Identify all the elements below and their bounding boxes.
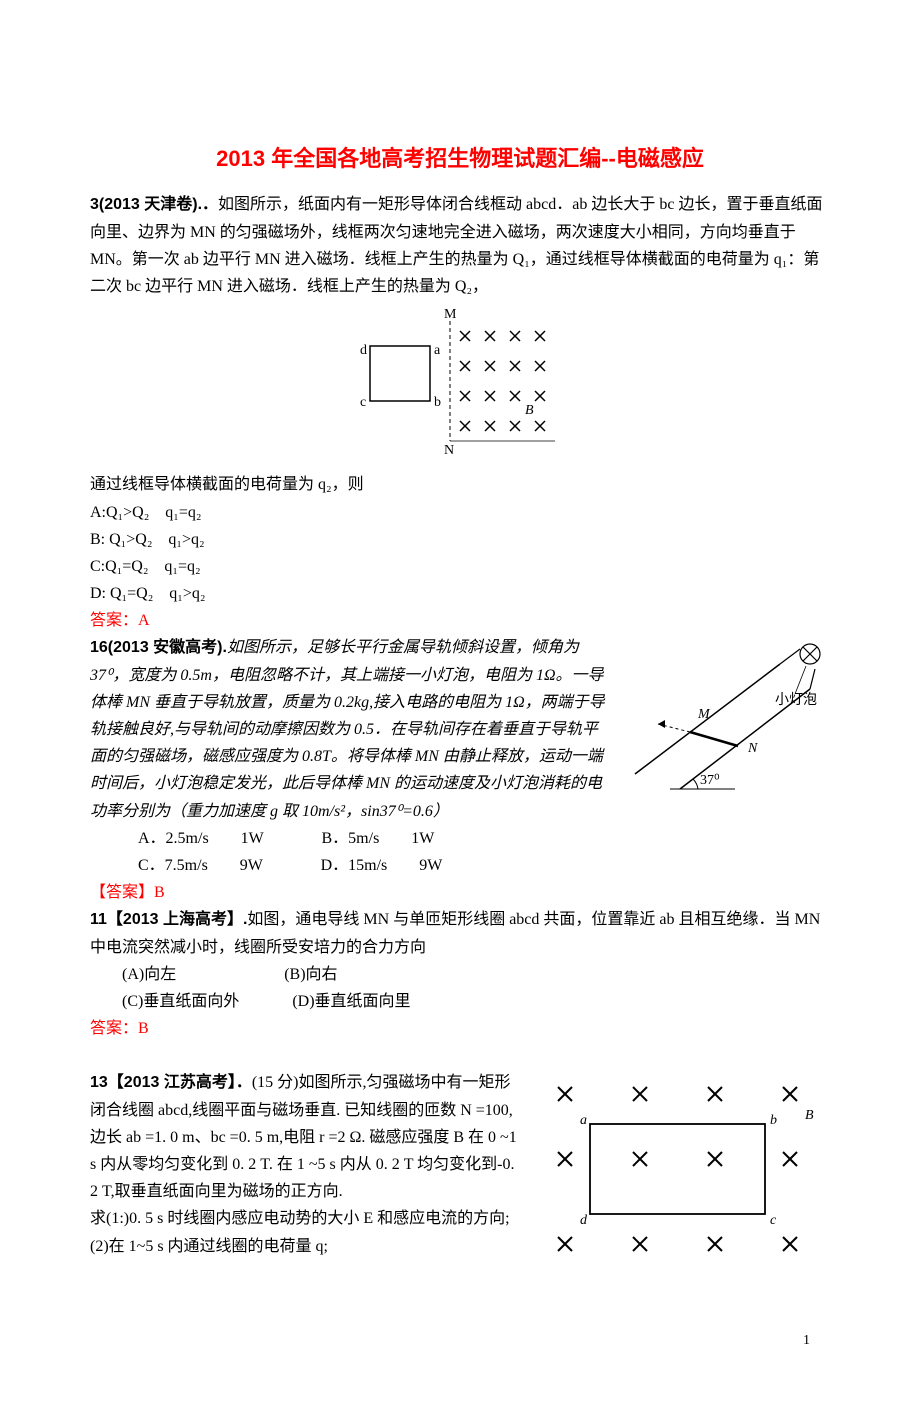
page-number: 1 (90, 1329, 830, 1353)
label-b: b (770, 1113, 777, 1128)
q11-answer: 答案：B (90, 1015, 830, 1042)
label-a: a (434, 343, 441, 358)
label-c: c (360, 395, 366, 410)
q16-optC: C．7.5m/s 9W (138, 857, 263, 874)
q3-answer: 答案：A (90, 607, 830, 634)
q3-optA: A:Q₁>Q₂ q₁=q₂ (90, 499, 830, 526)
q11-optB: (B)向右 (284, 966, 337, 983)
q3-optD: D: Q₁=Q₂ q₁>q₂ (90, 580, 830, 607)
q11-label: 11【2013 上海高考】. (90, 911, 247, 928)
page-title: 2013 年全国各地高考招生物理试题汇编--电磁感应 (90, 140, 830, 177)
label-b: b (434, 395, 441, 410)
question-3: 3(2013 天津卷).．如图所示，纸面内有一矩形导体闭合线框动 abcd．ab… (90, 191, 830, 634)
question-16: M N 37⁰ 小灯泡 16(2013 安徽高考).如图所示，足够长平行 (90, 634, 830, 906)
label-B: B (805, 1108, 814, 1123)
label-M: M (697, 707, 711, 722)
label-N: N (747, 741, 758, 756)
q16-optA: A．2.5m/s 1W (138, 830, 264, 847)
label-d: d (360, 343, 367, 358)
q13-label: 13【2013 江苏高考】． (90, 1074, 252, 1091)
q16-diagram: M N 37⁰ 小灯泡 (620, 634, 830, 808)
label-d: d (580, 1213, 588, 1228)
label-a: a (580, 1113, 587, 1128)
bulb-label: 小灯泡 (775, 692, 817, 708)
field-crosses (558, 1087, 797, 1251)
q11-optD: (D)垂直纸面向里 (292, 993, 410, 1010)
q11-optC: (C)垂直纸面向外 (122, 993, 239, 1010)
q3-text2: 通过线框导体横截面的电荷量为 q₂，则 (90, 471, 830, 498)
label-M: M (444, 307, 457, 322)
q16-text: 如图所示，足够长平行金属导轨倾斜设置，倾角为 37⁰，宽度为 0.5m，电阻忽略… (90, 639, 605, 819)
question-13: a b c d B 13【2013 江苏高考】．(15 分)如图所示,匀强磁场中… (90, 1069, 830, 1278)
q16-optB: B．5m/s 1W (322, 830, 435, 847)
label-angle: 37⁰ (700, 773, 720, 788)
label-c: c (770, 1213, 777, 1228)
q3-optC: C:Q₁=Q₂ q₁=q₂ (90, 553, 830, 580)
label-N: N (444, 443, 454, 456)
question-11: 11【2013 上海高考】.如图，通电导线 MN 与单匝矩形线圈 abcd 共面… (90, 906, 830, 1042)
q3-label: 3(2013 天津卷).． (90, 196, 218, 213)
q11-optA: (A)向左 (122, 966, 176, 983)
q3-optB: B: Q₁>Q₂ q₁>q₂ (90, 526, 830, 553)
q13-text1: (15 分)如图所示,匀强磁场中有一矩形闭合线圈 abcd,线圈平面与磁场垂直.… (90, 1074, 517, 1200)
q13-diagram: a b c d B (530, 1069, 830, 1278)
label-B: B (525, 403, 534, 418)
q16-optD: D．15m/s 9W (321, 857, 443, 874)
q16-label: 16(2013 安徽高考). (90, 639, 227, 656)
q3-diagram: d a c b M N (90, 306, 830, 465)
q16-answer: 【答案】B (90, 879, 830, 906)
